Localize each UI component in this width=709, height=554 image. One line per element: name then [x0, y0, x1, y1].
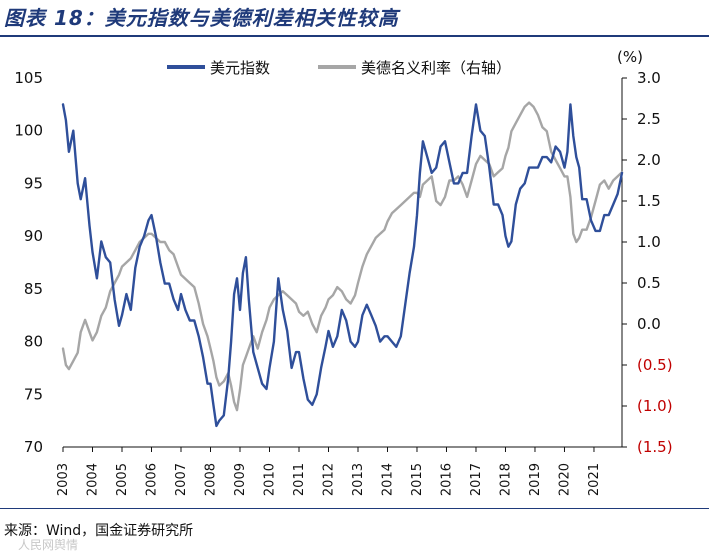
x-tick-label: 2014: [380, 463, 395, 496]
title-bar: 图表 18：美元指数与美德利差相关性较高: [0, 0, 709, 33]
x-tick-label: 2016: [439, 463, 454, 496]
x-axis-ticks: 2003 2004 2005 2006 2007 2008 2009 2010 2011 2012…: [56, 447, 602, 496]
right-tick-label: 2.5: [637, 110, 661, 128]
right-tick-label: 3.0: [637, 69, 661, 87]
x-tick-label: 2010: [262, 463, 277, 496]
left-tick-label: 95: [24, 174, 43, 192]
left-axis-ticks: 70 75 80 85 90 95 100 105: [14, 69, 43, 456]
left-tick-label: 85: [24, 280, 43, 298]
right-axis-ticks: (1.5) (1.0) (0.5) 0.0 0.5 1.0 1.5 2.0 2.5 3.0: [622, 69, 673, 456]
x-tick-label: 2008: [203, 463, 218, 496]
x-tick-label: 2003: [56, 463, 71, 496]
dollar-index-spread-chart: 70 75 80 85 90 95 100 105 (1.5) (1.0) (0.5) 0.0 0.5…: [14, 48, 673, 496]
left-tick-label: 105: [14, 69, 43, 87]
x-tick-label: 2017: [469, 463, 484, 496]
x-tick-label: 2011: [292, 463, 307, 496]
x-tick-label: 2005: [115, 463, 130, 496]
x-tick-label: 2015: [410, 463, 425, 496]
series-line-us-de-spread: [61, 101, 624, 412]
x-tick-label: 2004: [85, 463, 100, 496]
series-layer: [61, 101, 624, 428]
x-tick-label: 2018: [498, 463, 513, 496]
x-tick-label: 2013: [351, 463, 366, 496]
left-tick-label: 80: [24, 333, 43, 351]
x-tick-label: 2021: [587, 463, 602, 496]
left-tick-label: 70: [24, 438, 43, 456]
x-tick-label: 2019: [528, 463, 543, 496]
legend: 美元指数 美德名义利率（右轴）: [167, 59, 511, 77]
right-tick-label: (0.5): [637, 356, 673, 374]
right-tick-label: 0.5: [637, 274, 661, 292]
x-tick-label: 2020: [557, 463, 572, 496]
x-tick-label: 2009: [233, 463, 248, 496]
left-tick-label: 75: [24, 385, 43, 403]
watermark-text: 人民网舆情: [18, 538, 79, 552]
right-tick-label: 1.5: [637, 192, 661, 210]
right-tick-label: 1.0: [637, 233, 661, 251]
title-divider: [0, 35, 709, 37]
right-tick-label: 0.0: [637, 315, 661, 333]
source-note: 来源：Wind，国金证券研究所: [4, 523, 194, 539]
x-tick-label: 2006: [144, 463, 159, 496]
x-tick-label: 2012: [321, 463, 336, 496]
legend-label: 美德名义利率（右轴）: [361, 59, 511, 77]
left-tick-label: 90: [24, 227, 43, 245]
right-tick-label: (1.0): [637, 397, 673, 415]
page-title: 图表 18：美元指数与美德利差相关性较高: [4, 6, 399, 30]
right-tick-label: (1.5): [637, 438, 673, 456]
series-line-dollar-index: [61, 103, 624, 428]
source-divider: [0, 508, 709, 509]
left-tick-label: 100: [14, 122, 43, 140]
legend-label: 美元指数: [210, 59, 270, 77]
right-axis-unit: (%): [617, 48, 643, 66]
right-tick-label: 2.0: [637, 151, 661, 169]
x-tick-label: 2007: [174, 463, 189, 496]
